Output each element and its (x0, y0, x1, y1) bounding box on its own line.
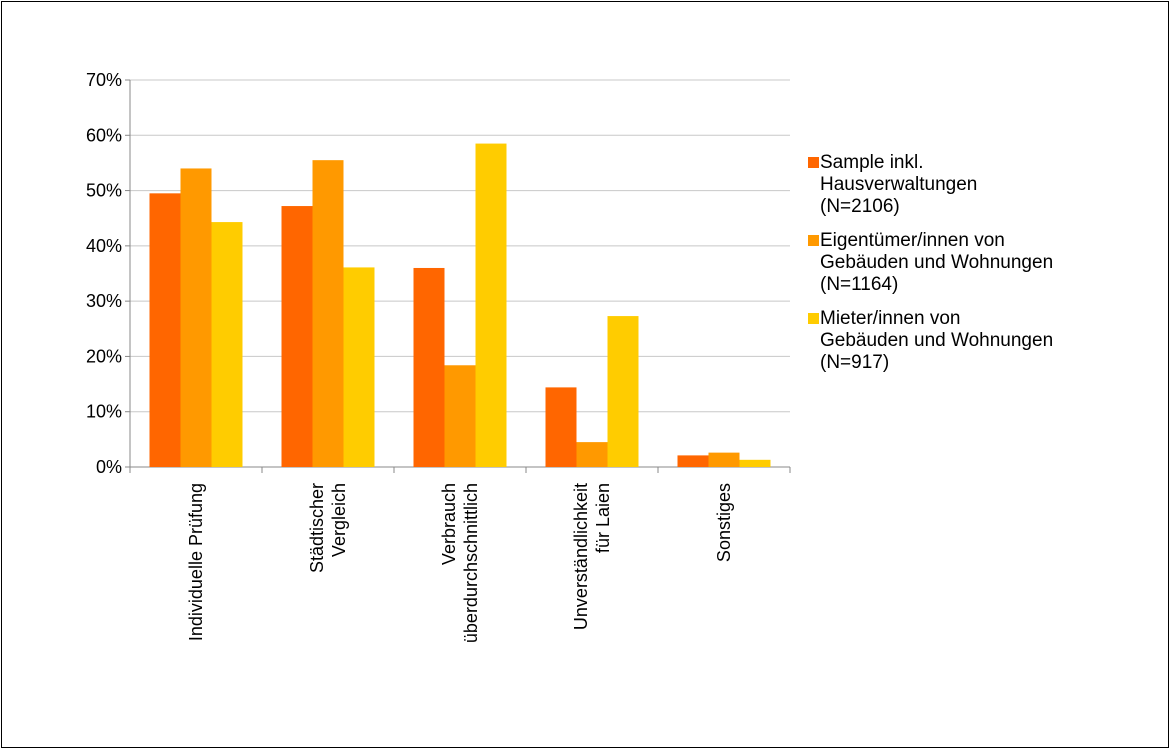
chart-legend: Sample inkl. Hausverwaltungen (N=2106) E… (808, 152, 1148, 386)
legend-item-sample: Sample inkl. Hausverwaltungen (N=2106) (808, 152, 1148, 218)
x-tick-label: Verbrauch überdurchschnittlich (439, 483, 481, 643)
legend-item-eigentuemer: Eigentümer/innen von Gebäuden und Wohnun… (808, 230, 1148, 296)
y-tick-label: 30% (86, 291, 122, 311)
x-tick-label: Individuelle Prüfung (186, 483, 206, 641)
bar (739, 459, 771, 467)
y-tick-label: 40% (86, 236, 122, 256)
y-tick-label: 50% (86, 181, 122, 201)
x-tick-label: Städtischer Vergleich (307, 483, 349, 573)
y-tick-label: 60% (86, 125, 122, 145)
y-tick-label: 70% (86, 70, 122, 90)
legend-swatch-sample (808, 157, 819, 168)
bar (545, 387, 577, 467)
bar (576, 442, 608, 467)
bar (444, 365, 476, 467)
bar (607, 316, 639, 467)
bar (180, 168, 212, 467)
bar (211, 222, 243, 467)
bar (413, 267, 445, 467)
bar (708, 452, 740, 467)
bar (149, 193, 181, 468)
legend-swatch-mieter (808, 313, 819, 324)
y-tick-label: 10% (86, 402, 122, 422)
legend-label-sample: Sample inkl. Hausverwaltungen (N=2106) (820, 152, 978, 217)
legend-label-mieter: Mieter/innen von Gebäuden und Wohnungen … (820, 308, 1054, 373)
x-tick-label: Unverständlichkeit für Laien (571, 483, 613, 630)
y-tick-label: 0% (96, 457, 122, 477)
legend-item-mieter: Mieter/innen von Gebäuden und Wohnungen … (808, 308, 1148, 374)
bar (475, 143, 507, 468)
legend-label-eigentuemer: Eigentümer/innen von Gebäuden und Wohnun… (820, 230, 1054, 295)
bar (281, 206, 313, 467)
x-tick-label: Sonstiges (714, 483, 734, 562)
legend-swatch-eigentuemer (808, 235, 819, 246)
bar (312, 160, 344, 467)
y-tick-label: 20% (86, 346, 122, 366)
bar (343, 267, 375, 467)
bar (677, 455, 709, 467)
